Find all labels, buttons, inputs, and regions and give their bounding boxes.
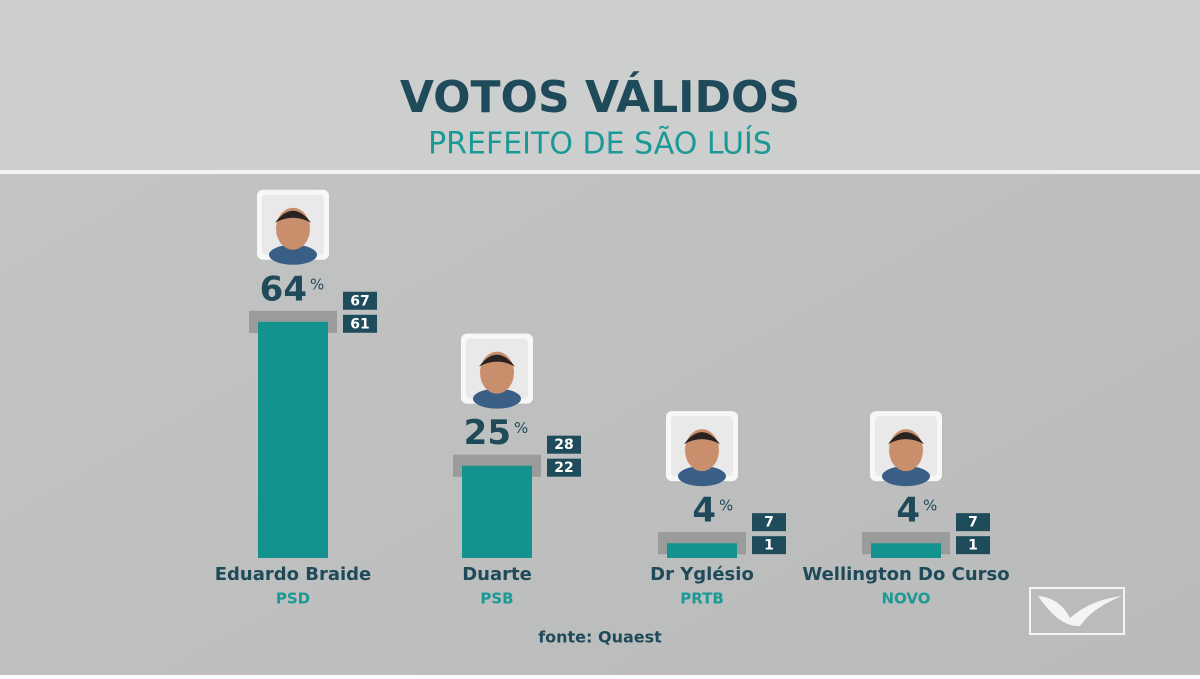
photo-shirt — [473, 388, 521, 409]
upper-box — [547, 435, 581, 454]
lower-box — [547, 458, 581, 477]
value-unit: % — [514, 419, 528, 437]
upper-box — [956, 513, 990, 532]
candidate-photo — [666, 411, 738, 487]
photo-shirt — [678, 466, 726, 487]
candidate-name: Wellington Do Curso — [802, 564, 1009, 585]
bar — [258, 321, 328, 558]
upper-label: 67 — [350, 293, 369, 309]
value-unit: % — [719, 497, 733, 515]
upper-label: 7 — [764, 515, 774, 531]
lower-label: 61 — [350, 316, 369, 332]
candidate-name: Eduardo Braide — [215, 564, 372, 585]
subtitle: PREFEITO DE SÃO LUÍS — [428, 126, 772, 162]
candidate-name: Duarte — [462, 564, 532, 585]
bar — [871, 543, 941, 558]
bar — [462, 465, 532, 558]
title: VOTOS VÁLIDOS — [400, 70, 800, 123]
logo — [1029, 587, 1125, 635]
party-name: PSD — [276, 590, 310, 608]
party-name: PRTB — [680, 590, 724, 608]
value-unit: % — [310, 275, 324, 293]
upper-label: 28 — [554, 437, 573, 453]
value-label: 25 — [464, 413, 511, 453]
lower-box — [956, 536, 990, 555]
lower-label: 1 — [764, 538, 774, 554]
candidate-photo — [461, 333, 533, 409]
photo-shirt — [882, 466, 930, 487]
value-label: 64 — [260, 269, 307, 309]
value-label: 4 — [896, 491, 920, 531]
photo-shirt — [269, 244, 317, 265]
source: fonte: Quaest — [538, 628, 662, 647]
lower-box — [343, 314, 377, 333]
header-band — [0, 0, 1200, 170]
photo-hair — [684, 432, 720, 445]
party-name: PSB — [480, 590, 513, 608]
photo-hair — [888, 432, 924, 445]
lower-box — [752, 536, 786, 555]
upper-box — [752, 513, 786, 532]
candidate-name: Dr Yglésio — [650, 564, 754, 585]
party-name: NOVO — [882, 590, 931, 608]
lower-label: 22 — [554, 460, 573, 476]
upper-label: 7 — [968, 515, 978, 531]
upper-box — [343, 291, 377, 310]
value-unit: % — [923, 497, 937, 515]
bar — [667, 543, 737, 558]
candidate-photo — [257, 189, 329, 265]
photo-hair — [479, 354, 515, 367]
photo-hair — [275, 210, 311, 223]
value-label: 4 — [692, 491, 716, 531]
header-rule — [0, 170, 1200, 174]
candidate-photo — [870, 411, 942, 487]
lower-label: 1 — [968, 538, 978, 554]
